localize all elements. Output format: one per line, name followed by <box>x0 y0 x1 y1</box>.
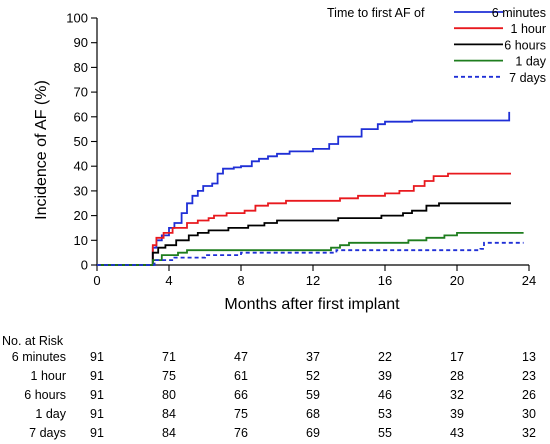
at-risk-count: 68 <box>306 407 320 421</box>
at-risk-count: 91 <box>90 350 104 364</box>
at-risk-count: 13 <box>522 350 536 364</box>
at-risk-count: 55 <box>378 426 392 440</box>
y-tick-label: 50 <box>74 134 88 149</box>
at-risk-row-label: 1 day <box>35 407 66 421</box>
at-risk-row: 1 day 91 84 75 68 53 39 30 <box>0 407 550 425</box>
x-tick-label: 24 <box>522 273 536 288</box>
y-tick-label: 80 <box>74 60 88 75</box>
at-risk-count: 91 <box>90 369 104 383</box>
at-risk-count: 91 <box>90 388 104 402</box>
legend-label-7-days: 7 days <box>509 71 546 85</box>
legend-title: Time to first AF of <box>327 6 425 20</box>
at-risk-count: 32 <box>522 426 536 440</box>
at-risk-count: 39 <box>450 407 464 421</box>
at-risk-count: 53 <box>378 407 392 421</box>
x-axis-label: Months after first implant <box>224 296 400 313</box>
at-risk-count: 26 <box>522 388 536 402</box>
y-axis: 0 10 20 30 40 50 60 70 80 90 100 <box>66 11 98 273</box>
at-risk-count: 76 <box>234 426 248 440</box>
at-risk-count: 66 <box>234 388 248 402</box>
x-tick-label: 0 <box>93 273 100 288</box>
at-risk-count: 84 <box>162 426 176 440</box>
legend: Time to first AF of 6 minutes 1 hour 6 hour… <box>327 6 547 85</box>
legend-label-6-hours: 6 hours <box>504 38 546 52</box>
at-risk-row: 6 hours 91 80 66 59 46 32 26 <box>0 388 550 406</box>
at-risk-count: 91 <box>90 407 104 421</box>
at-risk-row: 1 hour 91 75 61 52 39 28 23 <box>0 369 550 387</box>
at-risk-count: 61 <box>234 369 248 383</box>
x-axis: 0 4 8 12 16 20 24 <box>93 264 536 288</box>
at-risk-count: 59 <box>306 388 320 402</box>
at-risk-row-label: 1 hour <box>30 369 66 383</box>
at-risk-count: 47 <box>234 350 248 364</box>
y-tick-label: 70 <box>74 85 88 100</box>
at-risk-row-label: 6 minutes <box>11 350 66 364</box>
at-risk-count: 37 <box>306 350 320 364</box>
y-tick-label: 60 <box>74 109 88 124</box>
x-tick-label: 12 <box>306 273 320 288</box>
at-risk-row-label: 6 hours <box>24 388 66 402</box>
at-risk-count: 46 <box>378 388 392 402</box>
at-risk-row-label: 7 days <box>29 426 66 440</box>
at-risk-count: 75 <box>234 407 248 421</box>
at-risk-count: 69 <box>306 426 320 440</box>
series-line-6-minutes <box>97 111 511 266</box>
series-line-6-hours <box>97 202 511 266</box>
y-tick-label: 0 <box>81 258 88 273</box>
at-risk-count: 52 <box>306 369 320 383</box>
x-tick-label: 4 <box>165 273 172 288</box>
at-risk-count: 39 <box>378 369 392 383</box>
legend-label-1-day: 1 day <box>515 55 546 69</box>
y-tick-label: 30 <box>74 183 88 198</box>
at-risk-title: No. at Risk <box>2 334 64 348</box>
incidence-chart: 0 10 20 30 40 50 60 70 80 90 100 0 4 8 12 16 20 24 Time … <box>33 6 547 313</box>
legend-label-1-hour: 1 hour <box>511 22 546 36</box>
series-line-7-days <box>97 241 524 266</box>
at-risk-count: 84 <box>162 407 176 421</box>
at-risk-row: 6 minutes 91 71 47 37 22 17 13 <box>0 350 550 368</box>
x-tick-label: 20 <box>450 273 464 288</box>
y-tick-label: 100 <box>66 11 88 26</box>
at-risk-count: 32 <box>450 388 464 402</box>
series-line-1-day <box>97 232 524 266</box>
y-tick-label: 20 <box>74 208 88 223</box>
at-risk-count: 75 <box>162 369 176 383</box>
x-tick-label: 16 <box>378 273 392 288</box>
y-tick-label: 40 <box>74 159 88 174</box>
series-layer <box>97 111 524 266</box>
at-risk-count: 28 <box>450 369 464 383</box>
y-axis-label: Incidence of AF (%) <box>33 80 50 220</box>
at-risk-count: 43 <box>450 426 464 440</box>
series-line-1-hour <box>97 172 511 266</box>
at-risk-count: 80 <box>162 388 176 402</box>
at-risk-count: 22 <box>378 350 392 364</box>
at-risk-count: 23 <box>522 369 536 383</box>
at-risk-count: 17 <box>450 350 464 364</box>
at-risk-count: 30 <box>522 407 536 421</box>
y-tick-label: 10 <box>74 233 88 248</box>
y-tick-label: 90 <box>74 35 88 50</box>
x-tick-label: 8 <box>237 273 244 288</box>
at-risk-row: 7 days 91 84 76 69 55 43 32 <box>0 426 550 444</box>
at-risk-count: 71 <box>162 350 176 364</box>
legend-label-6-minutes: 6 minutes <box>492 6 546 20</box>
at-risk-count: 91 <box>90 426 104 440</box>
